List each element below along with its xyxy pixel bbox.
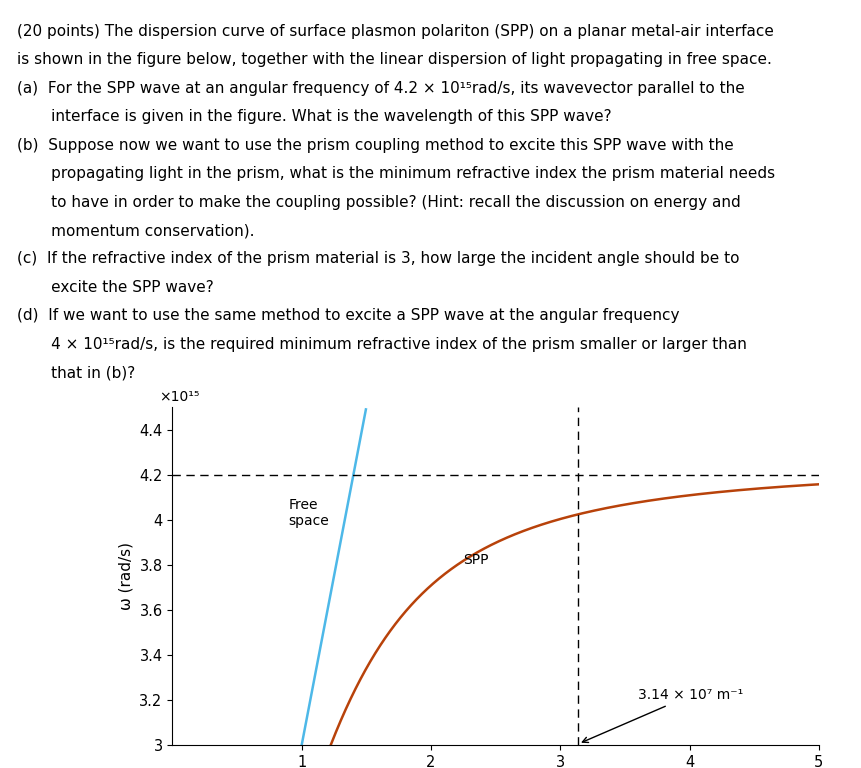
Text: Free
space: Free space xyxy=(288,498,329,528)
Text: interface is given in the figure. What is the wavelength of this SPP wave?: interface is given in the figure. What i… xyxy=(17,109,611,124)
Text: momentum conservation).: momentum conservation). xyxy=(17,223,254,238)
Text: propagating light in the prism, what is the minimum refractive index the prism m: propagating light in the prism, what is … xyxy=(17,166,774,181)
Text: (c)  If the refractive index of the prism material is 3, how large the incident : (c) If the refractive index of the prism… xyxy=(17,251,739,266)
Y-axis label: ω (rad/s): ω (rad/s) xyxy=(119,542,133,610)
Text: 3.14 × 10⁷ m⁻¹: 3.14 × 10⁷ m⁻¹ xyxy=(582,688,742,743)
Text: that in (b)?: that in (b)? xyxy=(17,366,135,380)
Text: (d)  If we want to use the same method to excite a SPP wave at the angular frequ: (d) If we want to use the same method to… xyxy=(17,308,678,323)
Text: 4 × 10¹⁵rad/s, is the required minimum refractive index of the prism smaller or : 4 × 10¹⁵rad/s, is the required minimum r… xyxy=(17,337,746,352)
Text: (b)  Suppose now we want to use the prism coupling method to excite this SPP wav: (b) Suppose now we want to use the prism… xyxy=(17,137,733,153)
Text: ×10¹⁵: ×10¹⁵ xyxy=(159,389,200,404)
Text: (a)  For the SPP wave at an angular frequency of 4.2 × 10¹⁵rad/s, its wavevector: (a) For the SPP wave at an angular frequ… xyxy=(17,81,744,96)
Text: to have in order to make the coupling possible? (Hint: recall the discussion on : to have in order to make the coupling po… xyxy=(17,194,740,210)
Text: SPP: SPP xyxy=(463,553,488,568)
Text: is shown in the figure below, together with the linear dispersion of light propa: is shown in the figure below, together w… xyxy=(17,52,771,68)
Text: (20 points) The dispersion curve of surface plasmon polariton (SPP) on a planar : (20 points) The dispersion curve of surf… xyxy=(17,24,773,39)
Text: excite the SPP wave?: excite the SPP wave? xyxy=(17,280,214,295)
